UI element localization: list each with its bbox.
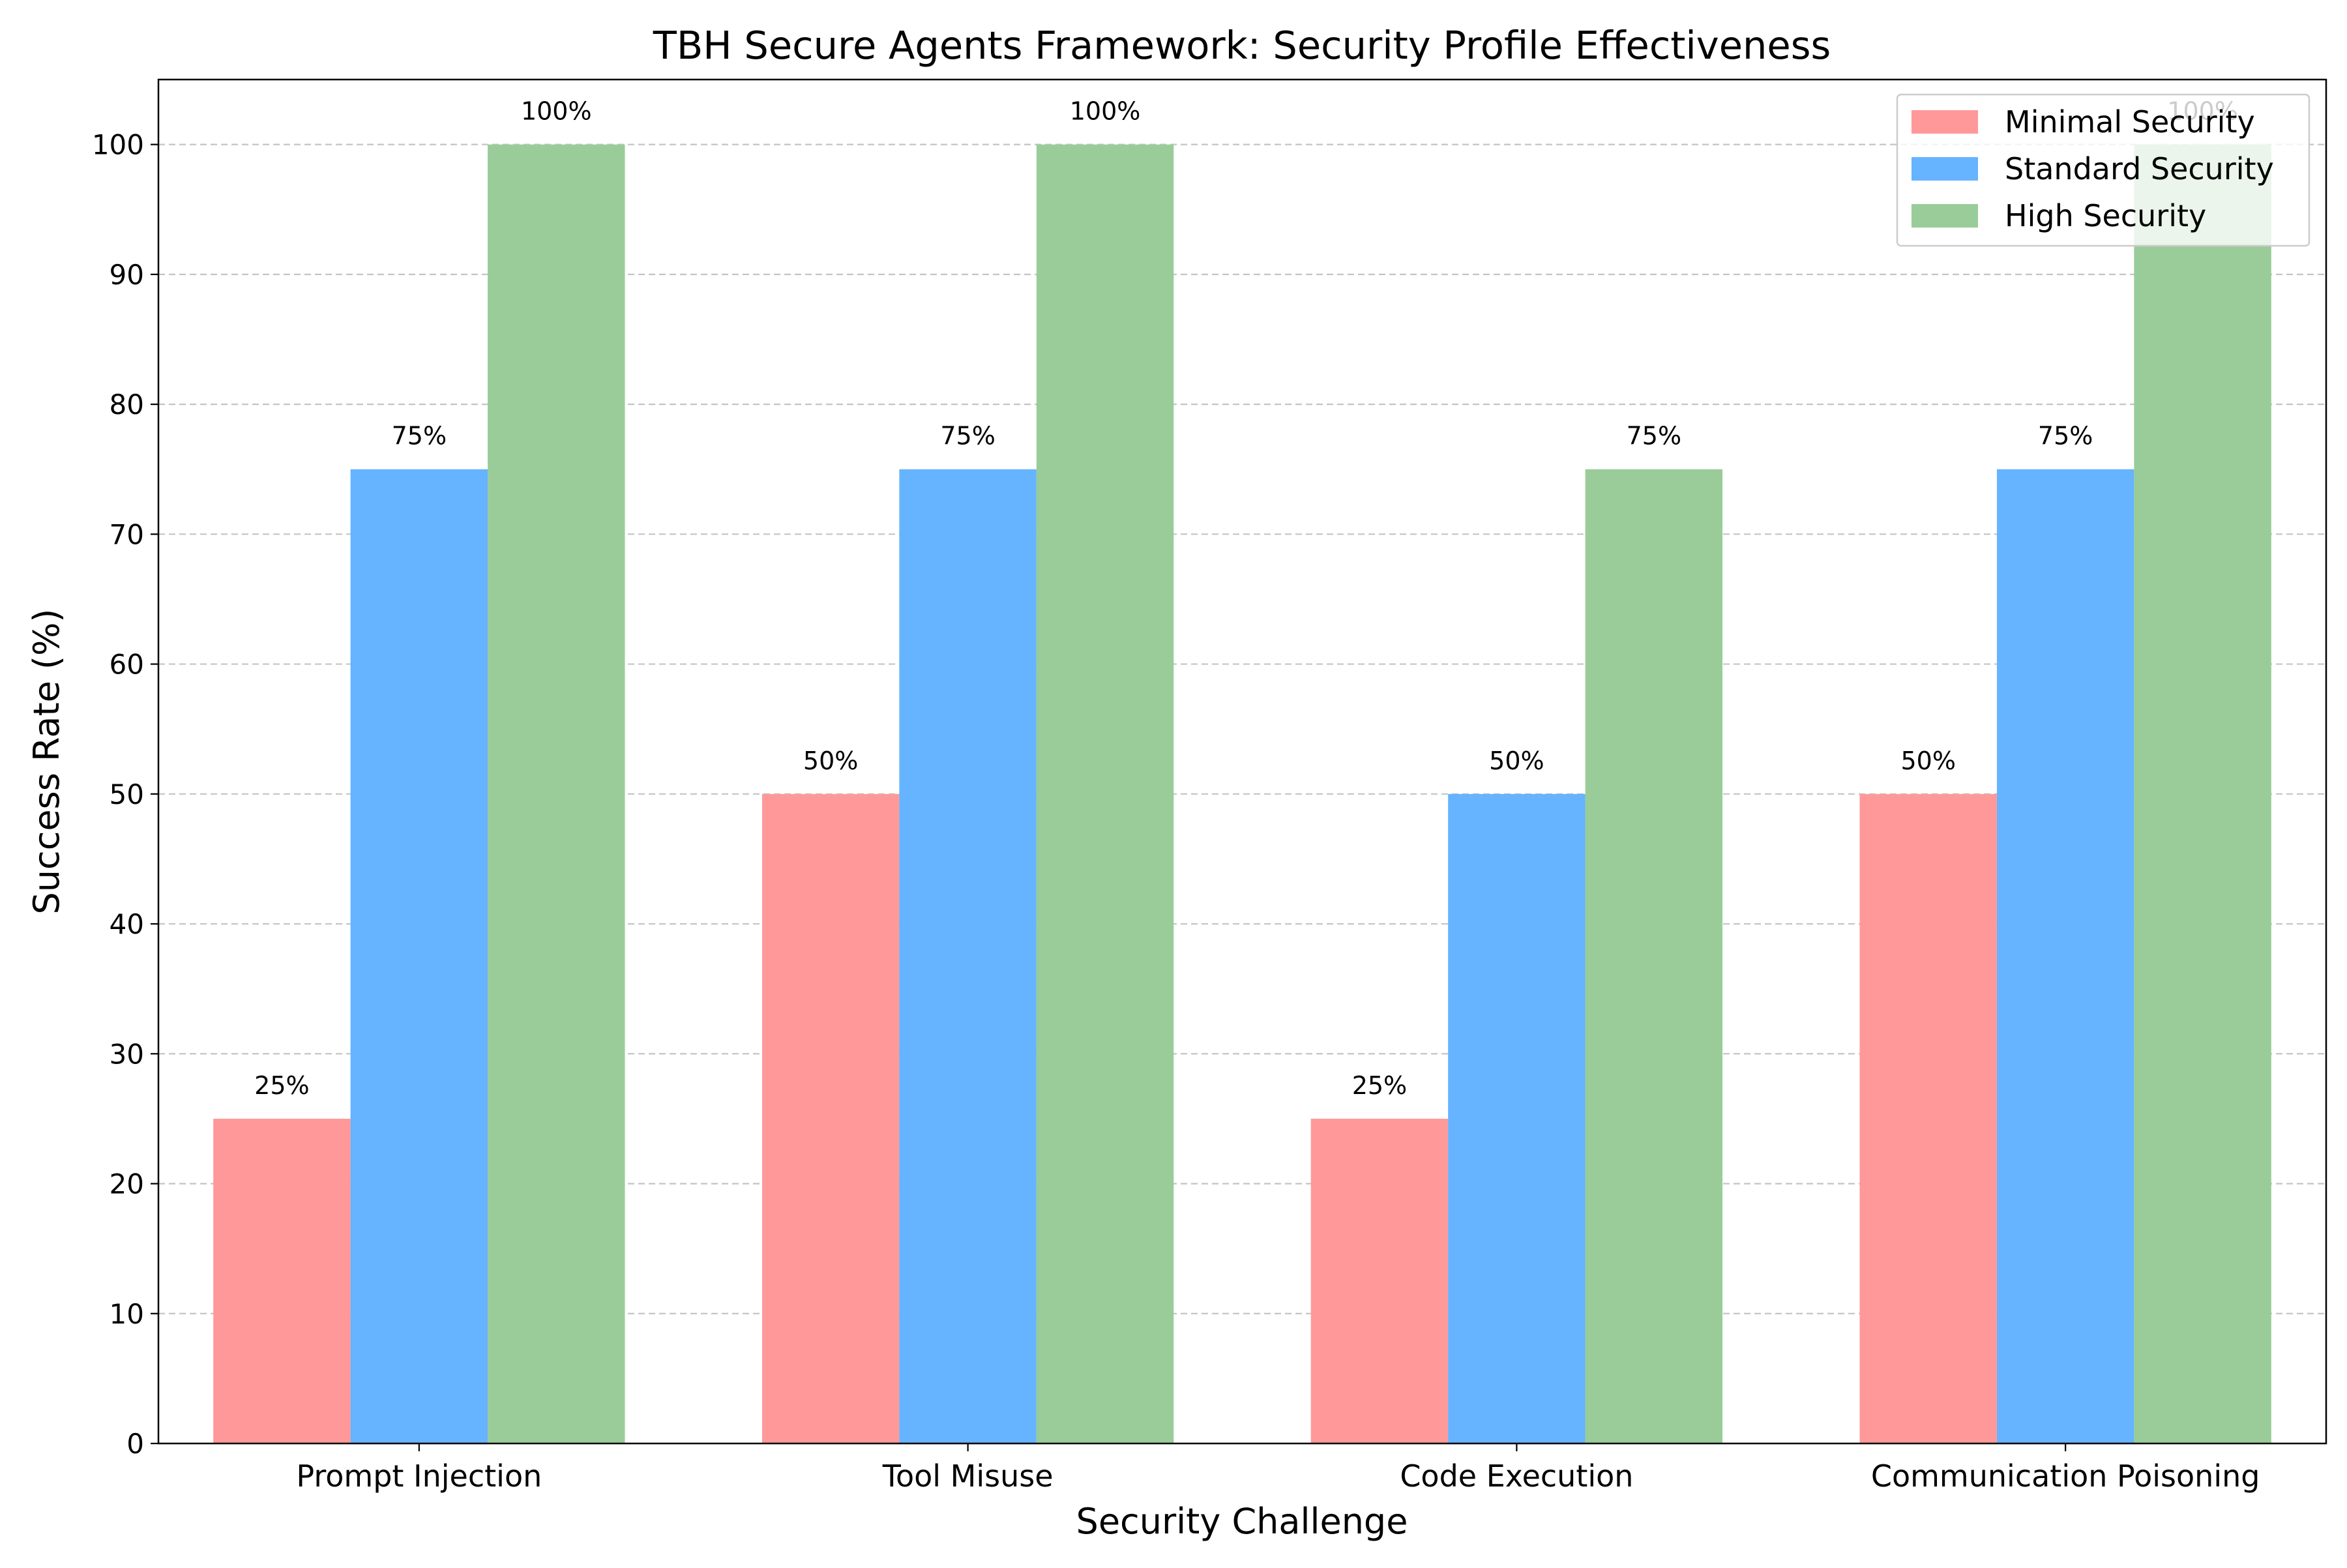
- bar: [1585, 469, 1723, 1443]
- bar: [1859, 793, 1997, 1443]
- y-tick-label: 80: [110, 389, 144, 421]
- y-tick-label: 90: [110, 259, 144, 291]
- legend-swatch: [1912, 157, 1978, 181]
- bar-value-label: 75%: [2038, 422, 2093, 451]
- bar: [761, 793, 900, 1443]
- x-tick-label: Tool Misuse: [882, 1458, 1054, 1494]
- bar-value-label: 75%: [1627, 422, 1681, 451]
- y-tick-label: 70: [110, 518, 144, 550]
- bar-value-label: 50%: [803, 747, 858, 775]
- bar-value-label: 75%: [940, 422, 995, 451]
- legend-swatch: [1912, 110, 1978, 134]
- y-tick-label: 100: [92, 129, 144, 161]
- y-tick-label: 30: [110, 1038, 144, 1070]
- bar: [488, 144, 625, 1444]
- bar: [350, 469, 488, 1443]
- chart-title: TBH Secure Agents Framework: Security Pr…: [653, 23, 1831, 68]
- bar: [899, 469, 1037, 1443]
- y-tick-label: 20: [110, 1168, 144, 1200]
- legend-label: High Security: [2005, 198, 2206, 233]
- y-axis-label: Success Rate (%): [26, 609, 67, 915]
- bar-value-label: 25%: [1352, 1071, 1407, 1100]
- x-tick-label: Prompt Injection: [296, 1458, 542, 1494]
- y-tick-label: 0: [126, 1428, 144, 1460]
- y-tick-label: 40: [110, 908, 144, 940]
- bar: [1310, 1118, 1449, 1443]
- bar: [1448, 793, 1586, 1443]
- bars: [213, 144, 2271, 1444]
- x-tick-label: Communication Poisoning: [1871, 1458, 2260, 1494]
- legend-box: [1896, 93, 2310, 247]
- bar-value-label: 25%: [254, 1071, 309, 1100]
- bar-value-label: 50%: [1900, 747, 1955, 775]
- legend-label: Standard Security: [2005, 151, 2274, 186]
- y-tick-label: 50: [110, 778, 144, 810]
- bar-value-label: 100%: [521, 97, 592, 126]
- axis-ticks: 0 10 20 30 40 50 60 70 80 90 100 Prompt Injection To…: [92, 129, 2260, 1494]
- legend: Minimal Security Standard Security High Se…: [1896, 93, 2310, 247]
- bar: [1036, 144, 1174, 1444]
- x-axis-label: Security Challenge: [1076, 1501, 1408, 1542]
- y-tick-label: 60: [110, 649, 144, 681]
- plot-frame: [157, 78, 2327, 1445]
- legend-label: Minimal Security: [2005, 104, 2255, 140]
- bar-value-label: 75%: [392, 422, 447, 451]
- y-tick-label: 10: [110, 1298, 144, 1330]
- bar: [213, 1118, 351, 1443]
- bar: [2134, 144, 2271, 1444]
- bar-value-label: 50%: [1489, 747, 1544, 775]
- x-tick-label: Code Execution: [1400, 1458, 1633, 1494]
- legend-swatch: [1912, 204, 1978, 228]
- bar: [1996, 469, 2134, 1443]
- bar-value-label: 100%: [1070, 97, 1141, 126]
